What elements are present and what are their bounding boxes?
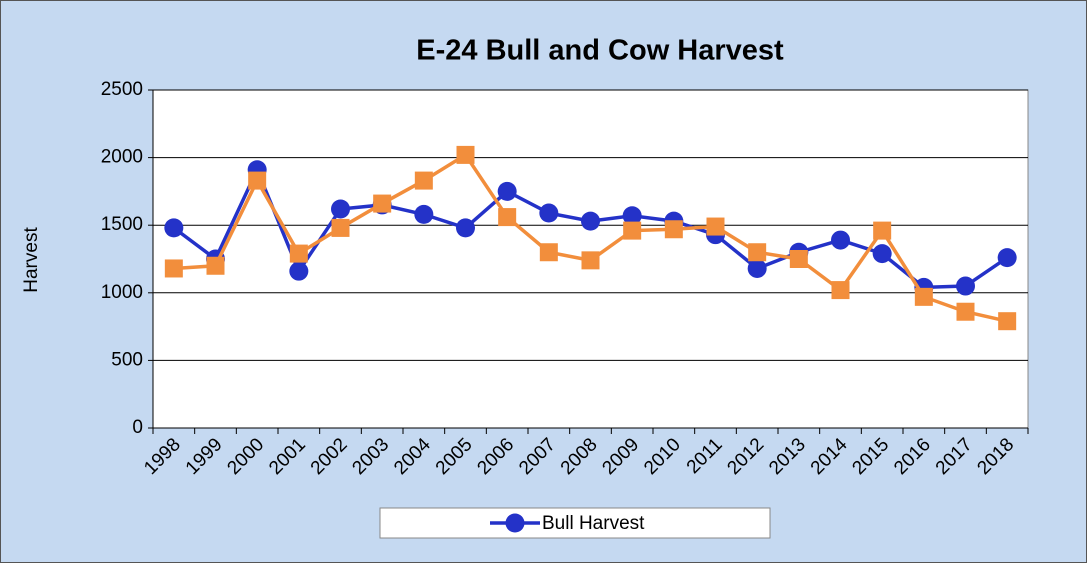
y-tick-label: 1000 [101,282,143,303]
data-point [373,194,392,213]
data-point [498,208,517,227]
data-point [289,244,308,263]
y-axis-label: Harvest [21,227,42,293]
data-point [539,243,558,262]
data-point [581,211,600,231]
y-tick-label: 1500 [101,214,143,235]
data-point [623,221,642,240]
data-point [497,181,517,201]
data-point [289,261,309,281]
legend-label: Bull Harvest [542,513,645,534]
data-point [789,250,808,268]
data-point [747,258,767,278]
data-point [873,221,892,240]
data-point [164,218,184,238]
data-point [248,171,267,190]
y-tick-label: 2000 [101,147,143,168]
data-point [622,206,642,226]
data-point [331,199,350,219]
data-point [831,230,850,250]
data-point [998,312,1017,331]
data-point [872,244,892,264]
data-point [831,281,850,300]
y-tick-label: 500 [111,349,143,370]
data-point [456,145,475,164]
data-point [505,513,525,533]
data-point [956,302,975,321]
data-point [206,256,225,275]
data-point [706,217,725,236]
data-point [456,218,475,238]
data-point [664,220,683,239]
data-point [748,243,767,262]
data-point [539,203,559,223]
data-point [581,251,600,270]
data-point [331,218,350,237]
y-tick-label: 2500 [101,79,143,100]
y-tick-label: 0 [132,417,143,438]
data-point [414,171,433,190]
legend [379,507,771,539]
data-point [956,276,975,296]
data-point [414,204,434,224]
data-point [997,248,1017,268]
data-point [914,287,933,306]
chart-title: E-24 Bull and Cow Harvest [416,35,784,67]
data-point [164,259,183,278]
